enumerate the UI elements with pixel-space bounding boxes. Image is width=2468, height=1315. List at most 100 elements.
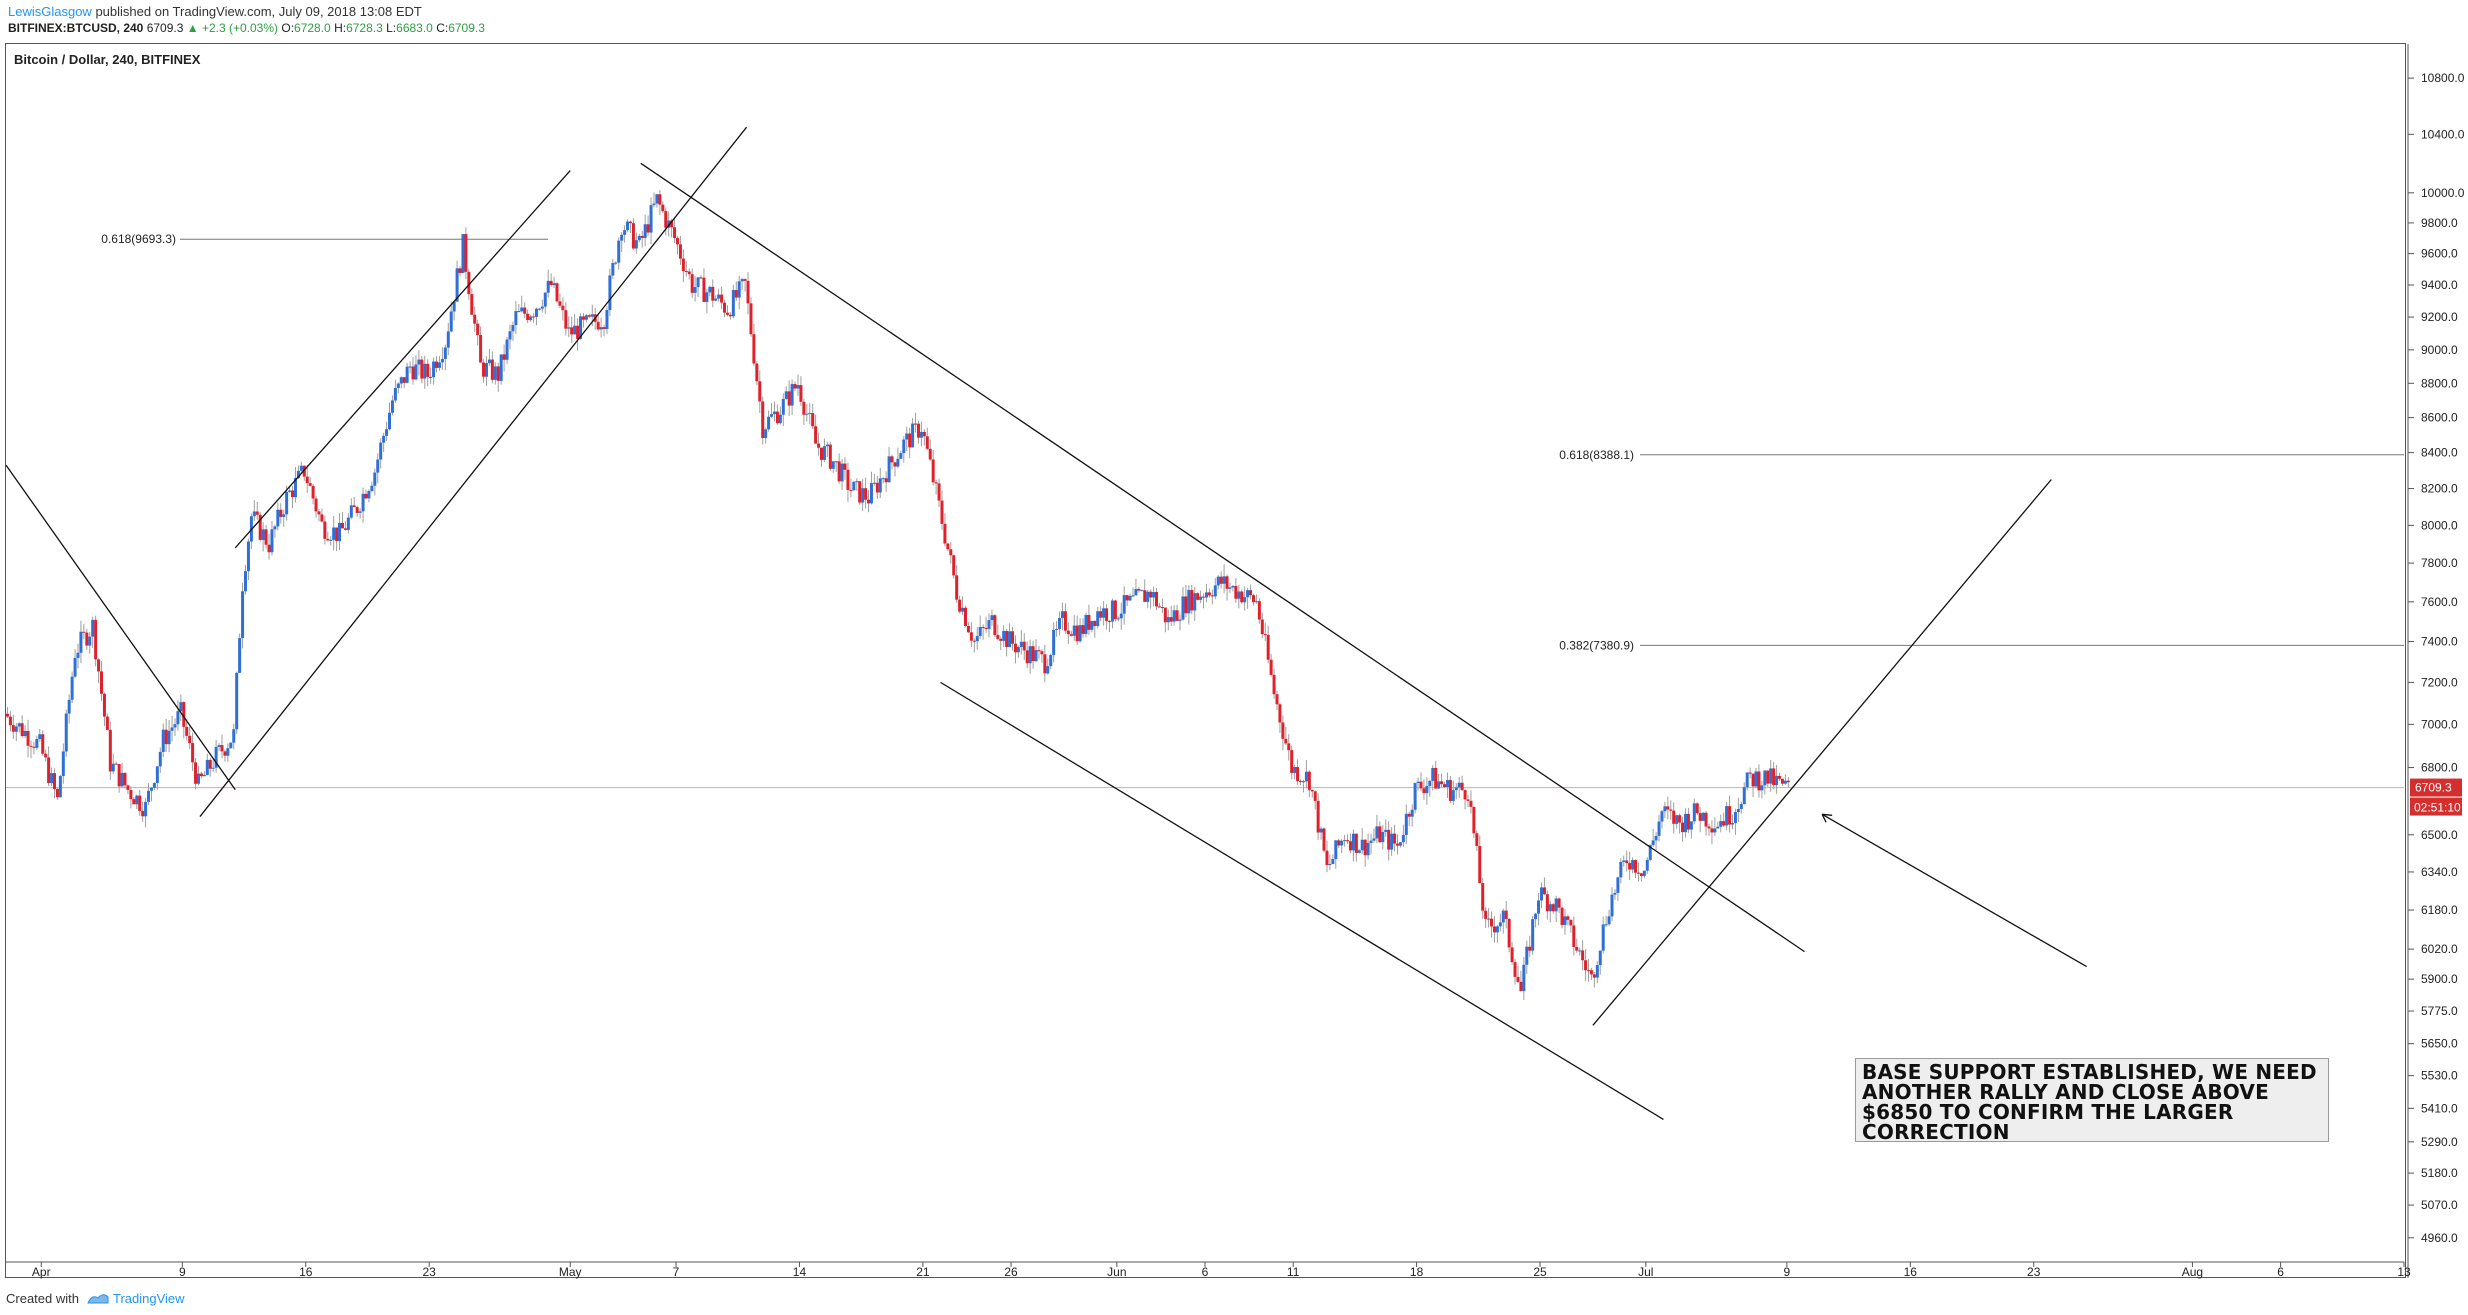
candle-body <box>1254 601 1258 603</box>
y-tick-label: 9200.0 <box>2421 310 2458 324</box>
candle-body <box>1575 946 1579 951</box>
candle-body <box>1378 826 1382 843</box>
candle-body <box>1554 898 1558 912</box>
candle-body <box>179 702 183 712</box>
candle-body <box>1228 587 1232 589</box>
candle-body <box>1625 860 1629 864</box>
candle-body <box>520 307 524 312</box>
candle-body <box>1495 926 1499 933</box>
candle-body <box>840 463 844 482</box>
candle-body <box>911 423 915 448</box>
candle-body <box>1534 913 1538 920</box>
candle-body <box>1072 625 1076 636</box>
candle-body <box>1099 611 1103 618</box>
candle-body <box>1769 768 1773 784</box>
candle-body <box>370 485 374 492</box>
author-link[interactable]: LewisGlasgow <box>8 4 92 19</box>
candle-body <box>261 529 265 540</box>
candle-body <box>652 203 656 206</box>
candle-body <box>802 401 806 415</box>
candle-body <box>23 730 27 737</box>
candle-body <box>681 258 685 272</box>
candle-body <box>26 730 30 746</box>
candle-body <box>1545 894 1549 912</box>
candle-body <box>1134 589 1138 596</box>
candle-body <box>1639 873 1643 876</box>
candle-body <box>302 465 306 477</box>
candle-body <box>29 745 33 747</box>
chart-frame[interactable] <box>5 43 2406 1278</box>
candle-body <box>379 442 383 460</box>
candle-body <box>814 426 818 444</box>
y-tick-label: 5180.0 <box>2421 1166 2458 1180</box>
candle-body <box>1075 625 1079 642</box>
candle-body <box>1155 591 1159 607</box>
candle-body <box>285 491 289 515</box>
candle-body <box>1281 722 1285 739</box>
candle-body <box>778 414 782 424</box>
candle-body <box>581 316 585 320</box>
candle-body <box>1425 785 1429 794</box>
candle-body <box>1445 780 1449 788</box>
candle-body <box>440 358 444 363</box>
candle-body <box>282 514 286 517</box>
candle-body <box>605 310 609 329</box>
candle-body <box>919 431 923 438</box>
candle-body <box>1210 595 1214 597</box>
candle-body <box>1063 611 1067 631</box>
candle-body <box>505 339 509 360</box>
candle-body <box>1337 840 1341 846</box>
candle-body <box>1257 601 1261 620</box>
candle-body <box>164 729 168 745</box>
candle-body <box>432 361 436 378</box>
downtrend-line <box>5 464 236 791</box>
candle-body <box>405 366 409 383</box>
candle-body <box>940 500 944 524</box>
candle-body <box>1116 618 1120 620</box>
candle-body <box>1448 780 1452 801</box>
candle-body <box>1096 611 1100 626</box>
candle-body <box>1731 823 1735 825</box>
candle-body <box>896 458 900 467</box>
candle-body <box>734 290 738 298</box>
candle-body <box>396 383 400 388</box>
candle-body <box>1310 789 1314 792</box>
candle-body <box>214 746 218 768</box>
tradingview-link[interactable]: TradingView <box>87 1291 185 1306</box>
candle-body <box>902 439 906 454</box>
y-tick-label: 5530.0 <box>2421 1069 2458 1083</box>
candle-body <box>79 631 83 653</box>
candle-body <box>1175 610 1179 621</box>
candle-body <box>149 787 153 791</box>
candle-body <box>332 527 336 540</box>
candle-body <box>1269 659 1273 675</box>
candle-body <box>664 211 668 228</box>
candle-body <box>675 238 679 245</box>
candle-body <box>1404 813 1408 835</box>
candle-body <box>890 456 894 463</box>
candle-body <box>984 627 988 629</box>
candle-body <box>1046 666 1050 674</box>
candle-body <box>55 789 59 798</box>
candle-body <box>1466 799 1470 801</box>
candle-body <box>1307 771 1311 790</box>
candle-body <box>182 702 186 727</box>
candle-body <box>264 529 268 545</box>
candle-body <box>755 363 759 382</box>
y-tick-label: 7200.0 <box>2421 675 2458 689</box>
candle-body <box>85 632 89 646</box>
candle-body <box>482 362 486 377</box>
candle-body <box>949 549 953 556</box>
candle-body <box>385 429 389 436</box>
candle-body <box>1369 840 1373 843</box>
x-tick-label: 18 <box>1410 1265 1424 1279</box>
candle-body <box>708 286 712 293</box>
candle-body <box>76 652 80 658</box>
candle-body <box>611 262 615 276</box>
candle-body <box>1384 829 1388 832</box>
candle-body <box>1381 831 1385 843</box>
candle-body <box>1213 585 1217 597</box>
candle-body <box>1472 806 1476 834</box>
annotation-note[interactable]: BASE SUPPORT ESTABLISHED, WE NEED ANOTHE… <box>1855 1058 2329 1142</box>
